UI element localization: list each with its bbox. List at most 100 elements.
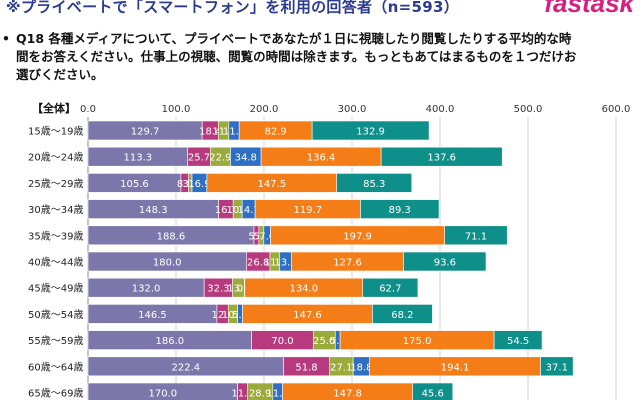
- data-label: 51.8: [295, 362, 317, 373]
- data-label: 5.5: [248, 231, 264, 242]
- data-label: 28.9: [249, 389, 271, 400]
- data-label: 25.0: [313, 336, 335, 347]
- data-label: 127.6: [333, 258, 362, 269]
- data-label: 222.4: [172, 362, 201, 373]
- page-title: ※プライベートで「スマートフォン」を利用の回答者（n=593）: [6, 0, 459, 16]
- data-label: 13.2: [274, 258, 296, 269]
- data-label: 197.9: [343, 231, 372, 242]
- data-label: 10.2: [227, 205, 249, 216]
- bar-segment: [380, 146, 503, 167]
- data-label: 8.8: [177, 179, 193, 190]
- data-label: 11.8: [223, 127, 245, 138]
- data-label: 129.7: [131, 127, 160, 138]
- data-label: 27.1: [330, 362, 352, 373]
- data-label: 113.3: [124, 153, 153, 164]
- data-label: 13.6: [227, 284, 249, 295]
- bar-segment: [336, 173, 413, 193]
- x-tick-label: 600.0: [602, 104, 631, 115]
- data-label: 3.8: [182, 179, 198, 190]
- category-label: 25歳～29歳: [28, 178, 83, 190]
- data-label: 147.8: [333, 389, 362, 400]
- data-label: 54.5: [507, 336, 529, 347]
- bar-segment: [362, 277, 419, 298]
- category-label: 40歳～44歳: [28, 257, 83, 269]
- data-label: 70.0: [271, 336, 293, 347]
- category-label: 20歳～24歳: [28, 152, 83, 164]
- data-label: 16.9: [188, 179, 210, 190]
- category-label: 15歳～19歳: [28, 126, 83, 138]
- data-label: 134.0: [289, 284, 318, 295]
- data-label: 89.3: [389, 205, 411, 216]
- data-label: 14.7: [238, 205, 260, 216]
- x-tick-label: 100.0: [162, 104, 191, 115]
- x-tick-label: 200.0: [250, 104, 279, 115]
- data-label: 82.9: [265, 127, 287, 138]
- category-label: 55歳～59歳: [28, 335, 83, 347]
- bar-segment: [412, 382, 454, 400]
- data-label: 71.1: [465, 231, 487, 242]
- x-tick-label: 500.0: [514, 104, 543, 115]
- bar-segment: [372, 304, 433, 324]
- data-label: 7.6: [259, 231, 275, 242]
- question-text: Q18 各種メディアについて、プライベートであなたが１日に視聴したり閲覧したりす…: [16, 31, 577, 82]
- data-label: 148.3: [139, 205, 168, 216]
- data-label: 11.9: [212, 127, 234, 138]
- data-label: 5.6: [232, 310, 248, 321]
- brand-logo: fastask: [544, 0, 634, 18]
- data-label: 11.1: [231, 389, 253, 400]
- data-label: 26.8: [247, 258, 269, 269]
- data-label: 18.8: [350, 362, 372, 373]
- data-label: 180.0: [153, 258, 182, 269]
- data-label: 62.7: [379, 284, 401, 295]
- data-label: 137.6: [427, 153, 456, 164]
- data-label: 34.8: [235, 153, 257, 164]
- bar-segment: [493, 330, 543, 350]
- category-label: 35歳～39歳: [28, 230, 83, 242]
- data-label: 11.1: [264, 258, 286, 269]
- data-label: 194.1: [441, 362, 470, 373]
- data-label: 11.1: [267, 389, 289, 400]
- data-label: 170.0: [148, 389, 177, 400]
- data-label: 146.5: [138, 310, 167, 321]
- data-label: 10.6: [222, 310, 244, 321]
- group-label: 【全体】: [32, 101, 76, 115]
- bar-segment: [540, 356, 574, 377]
- data-label: 119.7: [293, 205, 322, 216]
- bar-segment: [360, 199, 440, 219]
- question-block: • Q18 各種メディアについて、プライベートであなたが１日に視聴したり閲覧した…: [2, 30, 620, 84]
- x-tick-label: 0.0: [80, 104, 96, 115]
- data-label: 188.6: [157, 231, 186, 242]
- data-label: 132.0: [132, 284, 161, 295]
- data-label: 147.5: [257, 179, 286, 190]
- category-label: 65歳～69歳: [28, 388, 83, 400]
- data-label: 175.0: [403, 336, 432, 347]
- category-label: 30歳～34歳: [28, 204, 83, 216]
- data-label: 16.7: [215, 205, 237, 216]
- data-label: 136.4: [307, 153, 336, 164]
- category-label: 60歳～64歳: [28, 361, 83, 373]
- data-label: 93.6: [434, 258, 456, 269]
- data-label: 12.9: [211, 310, 233, 321]
- category-label: 50歳～54歳: [28, 309, 83, 321]
- data-label: 22.9: [209, 153, 231, 164]
- bar-segment: [444, 225, 508, 246]
- data-label: 132.9: [356, 127, 385, 138]
- data-label: 85.3: [363, 179, 385, 190]
- data-label: 5.5: [330, 336, 346, 347]
- data-label: 25.7: [188, 153, 210, 164]
- data-label: 147.6: [293, 310, 322, 321]
- x-tick-label: 400.0: [426, 104, 455, 115]
- data-label: 5.7: [253, 231, 269, 242]
- data-label: 45.6: [422, 389, 444, 400]
- bar-segment: [403, 251, 487, 272]
- bar-segment: [311, 120, 430, 141]
- data-label: 68.2: [391, 310, 413, 321]
- data-label: 105.6: [120, 179, 149, 190]
- category-label: 45歳～49歳: [28, 283, 83, 295]
- data-label: 186.0: [156, 336, 185, 347]
- data-label: 37.1: [546, 362, 568, 373]
- data-label: 32.3: [207, 284, 229, 295]
- bullet-icon: •: [2, 31, 10, 46]
- data-label: 18.4: [199, 127, 221, 138]
